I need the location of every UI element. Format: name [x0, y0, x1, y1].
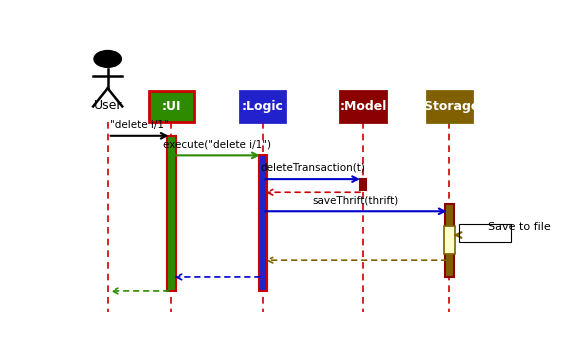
- Bar: [360, 179, 366, 190]
- Text: :Model: :Model: [339, 100, 386, 113]
- Bar: [427, 91, 472, 122]
- Bar: [445, 204, 453, 277]
- Bar: [259, 155, 267, 291]
- Bar: [168, 136, 176, 291]
- Bar: [444, 226, 455, 254]
- Text: :Storage: :Storage: [419, 100, 480, 113]
- Bar: [340, 91, 386, 122]
- Text: "delete i/1": "delete i/1": [110, 120, 169, 130]
- Circle shape: [94, 50, 121, 67]
- Text: execute("delete i/1"): execute("delete i/1"): [163, 139, 271, 149]
- Text: deleteTransaction(t): deleteTransaction(t): [260, 163, 365, 173]
- Bar: [459, 224, 511, 242]
- Text: :Logic: :Logic: [242, 100, 283, 113]
- Text: saveThrift(thrift): saveThrift(thrift): [313, 195, 399, 205]
- Text: :UI: :UI: [162, 100, 181, 113]
- Bar: [149, 91, 194, 122]
- Text: Save to file: Save to file: [488, 222, 551, 232]
- Bar: [240, 91, 285, 122]
- Text: User: User: [93, 99, 122, 113]
